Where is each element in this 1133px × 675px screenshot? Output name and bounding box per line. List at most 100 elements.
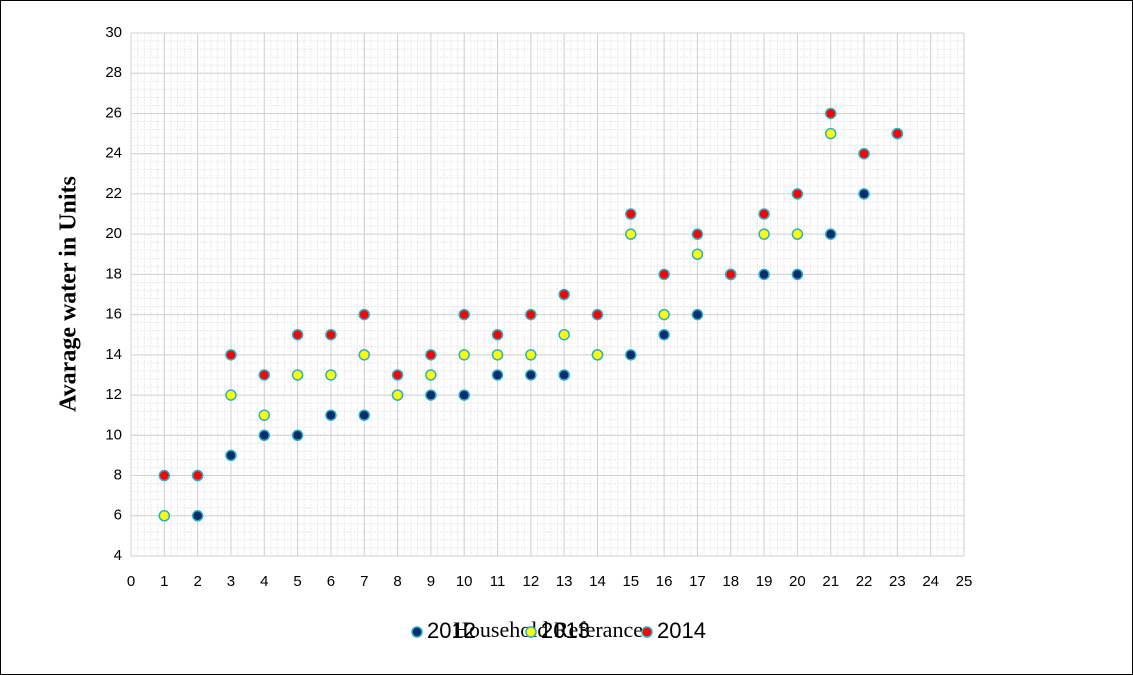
point	[525, 308, 537, 321]
point	[291, 369, 304, 381]
point	[558, 328, 570, 341]
x-tick-label: 14	[589, 573, 606, 590]
y-tick-label: 20	[105, 225, 122, 242]
point	[725, 268, 737, 281]
y-tick-label: 10	[105, 426, 122, 443]
y-axis-label: Avarage water in Units	[56, 176, 82, 412]
x-tick-label: 8	[393, 573, 401, 590]
point	[258, 429, 271, 442]
x-tick-label: 0	[127, 573, 135, 590]
point	[325, 369, 337, 381]
point	[225, 449, 237, 462]
y-tick-label: 30	[105, 24, 122, 41]
legend-marker	[525, 626, 537, 638]
point	[591, 349, 604, 361]
x-tick-label: 13	[556, 573, 573, 590]
point	[691, 248, 704, 261]
x-tick-label: 15	[622, 573, 639, 590]
point	[658, 308, 670, 321]
legend-marker	[411, 626, 423, 638]
x-tick-label: 12	[522, 573, 539, 590]
x-tick-label: 24	[922, 573, 939, 590]
x-tick-label: 25	[956, 573, 973, 590]
point	[525, 369, 537, 381]
point	[591, 308, 604, 321]
point	[758, 208, 770, 220]
point	[458, 308, 470, 321]
y-tick-label: 4	[114, 547, 122, 564]
point	[225, 349, 237, 361]
point	[558, 369, 570, 381]
point	[891, 127, 904, 140]
point	[658, 328, 670, 341]
point	[858, 188, 870, 200]
point	[358, 409, 370, 421]
point	[391, 389, 404, 401]
x-tick-label: 7	[360, 573, 368, 590]
x-tick-label: 9	[427, 573, 435, 590]
point	[258, 369, 271, 381]
y-tick-label: 16	[105, 306, 122, 323]
point	[425, 369, 437, 381]
y-tick-label: 22	[105, 185, 122, 202]
point	[158, 510, 171, 522]
point	[625, 208, 637, 220]
legend-label: 2012	[427, 618, 476, 643]
point	[425, 349, 437, 361]
point	[391, 369, 404, 381]
point	[791, 268, 804, 281]
legend-label: 2013	[541, 618, 590, 643]
point	[758, 228, 770, 240]
point	[291, 429, 304, 442]
point	[791, 188, 804, 200]
point	[691, 228, 704, 240]
legend-label: 2014	[657, 618, 706, 643]
y-tick-label: 26	[105, 104, 122, 121]
point	[325, 409, 337, 421]
point	[191, 469, 204, 482]
point	[425, 389, 437, 401]
point	[325, 328, 337, 341]
point	[824, 107, 837, 120]
x-tick-label: 17	[689, 573, 706, 590]
point	[458, 349, 470, 361]
x-tick-label: 6	[327, 573, 335, 590]
x-tick-label: 20	[789, 573, 806, 590]
y-tick-label: 12	[105, 386, 122, 403]
point	[358, 349, 370, 361]
point	[625, 228, 637, 240]
point	[491, 328, 504, 341]
point	[225, 389, 237, 401]
x-tick-label: 3	[227, 573, 235, 590]
point	[358, 308, 370, 321]
legend-marker	[641, 626, 653, 638]
x-tick-label: 18	[722, 573, 739, 590]
point	[658, 268, 670, 281]
point	[291, 328, 304, 341]
point	[458, 389, 470, 401]
x-tick-label: 11	[490, 573, 506, 590]
point	[824, 228, 837, 240]
y-tick-label: 14	[105, 346, 122, 363]
x-tick-label: 2	[193, 573, 201, 590]
point	[158, 469, 171, 482]
x-tick-label: 4	[260, 573, 268, 590]
point	[691, 308, 704, 321]
x-tick-label: 16	[656, 573, 673, 590]
y-tick-label: 28	[105, 64, 122, 81]
point	[824, 127, 837, 140]
x-tick-label: 19	[756, 573, 773, 590]
x-tick-label: 10	[456, 573, 473, 590]
y-tick-label: 24	[105, 145, 122, 162]
point	[791, 228, 804, 240]
x-tick-label: 5	[293, 573, 301, 590]
point	[758, 268, 770, 281]
y-tick-label: 6	[114, 507, 122, 524]
x-tick-label: 22	[856, 573, 873, 590]
point	[558, 288, 570, 301]
y-tick-label: 18	[105, 265, 122, 282]
point	[625, 349, 637, 361]
x-tick-label: 1	[160, 573, 168, 590]
point	[858, 147, 870, 160]
